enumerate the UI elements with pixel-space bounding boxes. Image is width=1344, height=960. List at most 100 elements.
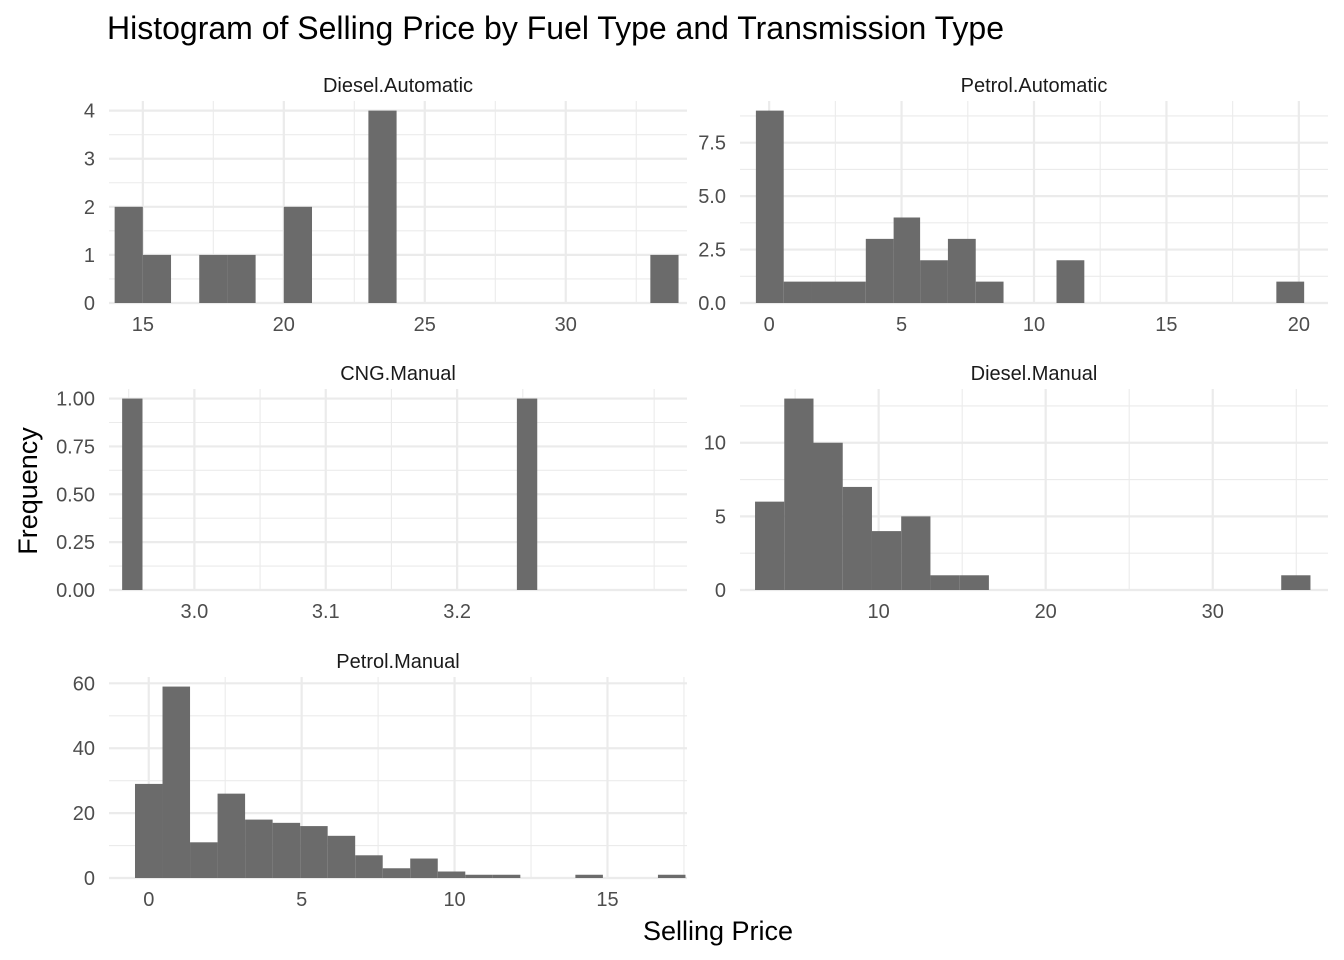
histogram-bar bbox=[199, 254, 228, 303]
histogram-bar bbox=[162, 686, 191, 878]
histogram-bar bbox=[245, 819, 273, 878]
histogram-bar bbox=[865, 238, 894, 303]
histogram-bar bbox=[575, 874, 603, 878]
y-tick-label: 20 bbox=[73, 803, 95, 825]
x-tick-label: 20 bbox=[1288, 314, 1310, 336]
histogram-bar bbox=[492, 874, 521, 878]
x-tick-label: 10 bbox=[443, 889, 465, 911]
histogram-bar bbox=[437, 871, 466, 878]
histogram-bar bbox=[871, 531, 902, 590]
histogram-bar bbox=[784, 398, 814, 590]
histogram-bar bbox=[657, 874, 686, 878]
x-tick-label: 3.1 bbox=[312, 601, 340, 623]
x-tick-label: 5 bbox=[896, 314, 907, 336]
histogram-bar bbox=[142, 254, 172, 303]
y-tick-label: 0.25 bbox=[56, 532, 95, 554]
histogram-bar bbox=[842, 486, 872, 590]
y-tick-label: 7.5 bbox=[698, 133, 726, 155]
x-tick-label: 10 bbox=[1023, 314, 1045, 336]
histogram-bar bbox=[190, 842, 218, 878]
y-tick-label: 60 bbox=[73, 673, 95, 695]
histogram-bar bbox=[283, 206, 313, 303]
histogram-bar bbox=[650, 254, 679, 303]
x-tick-label: 15 bbox=[596, 889, 618, 911]
y-tick-label: 0.50 bbox=[56, 484, 95, 506]
histogram-bar bbox=[959, 575, 989, 590]
facet-strip-label: Petrol.Automatic bbox=[961, 75, 1108, 97]
y-tick-label: 2.5 bbox=[698, 240, 726, 262]
histogram-bar bbox=[327, 835, 356, 878]
panel-petrol-automatic: Petrol.Automatic 0 5 10 15 20 0.0 2.5 5.0 7.5 bbox=[698, 75, 1328, 336]
histogram-bar bbox=[838, 281, 866, 303]
x-axis-title: Selling Price bbox=[643, 916, 793, 946]
facet-panels: Diesel.Automatic 15 20 25 30 0 1 2 3 4 Petrol.Auto… bbox=[56, 75, 1328, 911]
x-tick-label: 20 bbox=[1035, 601, 1057, 623]
x-tick-label: 30 bbox=[1202, 601, 1224, 623]
y-tick-label: 0.75 bbox=[56, 436, 95, 458]
histogram-bar bbox=[755, 110, 784, 303]
panel-diesel-automatic: Diesel.Automatic 15 20 25 30 0 1 2 3 4 bbox=[84, 75, 687, 336]
histogram-bar bbox=[947, 238, 976, 303]
histogram-bar bbox=[813, 442, 843, 590]
y-tick-label: 4 bbox=[84, 101, 95, 123]
y-tick-label: 10 bbox=[704, 433, 726, 455]
histogram-bar bbox=[930, 575, 960, 590]
x-tick-label: 15 bbox=[1155, 314, 1177, 336]
facet-strip-label: Petrol.Manual bbox=[336, 651, 459, 673]
histogram-bar bbox=[465, 874, 493, 878]
histogram-bar bbox=[114, 206, 143, 303]
histogram-bar bbox=[122, 398, 143, 590]
panel-cng-manual: CNG.Manual 3.0 3.1 3.2 0.00 0.25 0.50 0.75 1.00 bbox=[56, 363, 687, 623]
histogram-bar bbox=[975, 281, 1004, 303]
chart-title: Histogram of Selling Price by Fuel Type … bbox=[107, 10, 1004, 46]
x-tick-label: 15 bbox=[132, 314, 154, 336]
histogram-bar bbox=[368, 110, 397, 303]
y-tick-label: 1.00 bbox=[56, 389, 95, 411]
y-tick-label: 5 bbox=[715, 506, 726, 528]
x-tick-label: 3.0 bbox=[180, 601, 208, 623]
y-axis-title: Frequency bbox=[13, 427, 43, 555]
x-tick-label: 20 bbox=[273, 314, 295, 336]
y-tick-label: 2 bbox=[84, 197, 95, 219]
histogram-bar bbox=[811, 281, 838, 303]
facet-strip-label: Diesel.Automatic bbox=[323, 75, 473, 97]
y-tick-label: 0 bbox=[715, 580, 726, 602]
histogram-bar bbox=[134, 783, 163, 878]
y-tick-label: 5.0 bbox=[698, 186, 726, 208]
facet-strip-label: CNG.Manual bbox=[340, 363, 456, 385]
histogram-bar bbox=[300, 826, 328, 878]
facet-strip-label: Diesel.Manual bbox=[971, 363, 1098, 385]
panel-diesel-manual: Diesel.Manual 10 20 30 0 5 10 bbox=[704, 363, 1328, 623]
panel-petrol-manual: Petrol.Manual 0 5 10 15 0 20 40 60 bbox=[73, 651, 687, 911]
histogram-bar bbox=[355, 855, 383, 878]
histogram-bar bbox=[516, 398, 538, 590]
x-tick-label: 3.2 bbox=[443, 601, 471, 623]
x-tick-label: 25 bbox=[414, 314, 436, 336]
histogram-bar bbox=[217, 793, 246, 878]
x-tick-label: 10 bbox=[868, 601, 890, 623]
histogram-bar bbox=[755, 501, 785, 590]
y-tick-label: 40 bbox=[73, 738, 95, 760]
histogram-bar bbox=[382, 868, 411, 878]
histogram-bar bbox=[410, 858, 438, 878]
histogram-bar bbox=[272, 822, 301, 878]
y-tick-label: 1 bbox=[84, 245, 95, 267]
x-tick-label: 0 bbox=[143, 889, 154, 911]
histogram-bar bbox=[1056, 260, 1085, 303]
y-tick-label: 0 bbox=[84, 293, 95, 315]
histogram-bar bbox=[227, 254, 256, 303]
y-tick-label: 0 bbox=[84, 868, 95, 890]
histogram-bar bbox=[893, 217, 921, 303]
histogram-bar bbox=[1281, 575, 1311, 590]
x-tick-label: 5 bbox=[296, 889, 307, 911]
y-tick-label: 0.0 bbox=[698, 293, 726, 315]
x-tick-label: 0 bbox=[764, 314, 775, 336]
histogram-bar bbox=[920, 260, 948, 303]
histogram-bar bbox=[783, 281, 812, 303]
histogram-bar bbox=[901, 516, 931, 590]
histogram-bar bbox=[1276, 281, 1305, 303]
x-tick-label: 30 bbox=[555, 314, 577, 336]
y-tick-label: 3 bbox=[84, 149, 95, 171]
y-tick-label: 0.00 bbox=[56, 580, 95, 602]
